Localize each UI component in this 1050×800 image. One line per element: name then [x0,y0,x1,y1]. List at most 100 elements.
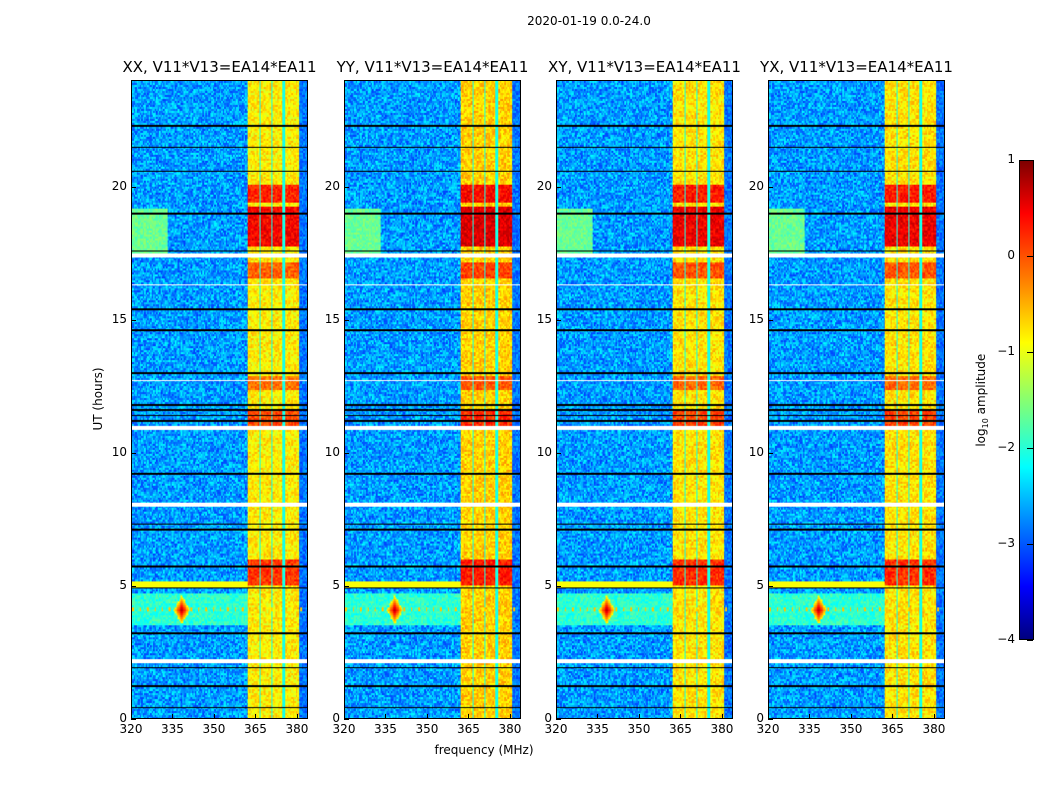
y-tick-mark [768,585,773,587]
y-tick-label: 0 [544,711,552,725]
y-tick-label: 20 [111,178,127,193]
x-tick-label: 365 [669,722,692,736]
y-tick-label: 5 [332,577,340,592]
x-tick-mark [131,714,132,719]
panel-title: XX, V11*V13=EA14*EA11 [122,58,317,76]
y-tick-mark [556,719,561,720]
y-tick-label: 5 [544,577,552,592]
x-tick-label: 350 [627,722,651,736]
y-tick-mark [768,319,773,321]
x-tick-label: 320 [332,722,356,736]
y-tick-label: 10 [324,444,340,459]
x-tick-mark [933,714,935,719]
x-tick-label: 365 [244,722,267,736]
y-tick-mark [131,186,136,188]
spectrogram-panel [131,80,308,719]
y-tick-mark [556,186,561,188]
colorbar-tick-mark [1027,352,1033,353]
colorbar-tick-mark [1027,640,1033,641]
x-tick-label: 350 [839,722,863,736]
spectrogram-panel [344,80,521,719]
y-tick-label: 20 [536,178,552,193]
y-tick-mark [344,719,349,720]
x-tick-mark [680,714,682,719]
x-tick-mark [850,714,852,719]
panel-title: YX, V11*V13=EA14*EA11 [760,58,953,76]
spectrogram-heatmap [557,81,732,718]
y-tick-label: 0 [332,711,340,725]
x-tick-label: 320 [756,722,780,736]
x-tick-label: 350 [415,722,439,736]
x-tick-mark [426,714,428,719]
y-tick-label: 0 [119,711,127,725]
figure-title: 2020-01-19 0.0-24.0 [527,14,651,28]
colorbar-tick-label: −1 [997,344,1015,358]
x-tick-label: 380 [498,722,522,736]
colorbar-tick-label: −3 [997,536,1015,550]
colorbar-tick-label: 0 [1007,248,1015,262]
y-tick-mark [556,452,561,454]
y-tick-label: 10 [536,444,552,459]
y-tick-label: 15 [748,311,764,326]
colorbar-tick-mark [1027,160,1033,161]
x-tick-mark [385,714,387,719]
y-tick-label: 15 [324,311,340,326]
y-tick-mark [556,319,561,321]
x-tick-label: 335 [798,722,821,736]
y-tick-mark [344,186,349,188]
colorbar-label-sub: 10 [981,418,991,429]
x-tick-label: 365 [457,722,480,736]
spectrogram-panel [556,80,733,719]
y-tick-label: 5 [119,577,127,592]
x-tick-label: 335 [161,722,184,736]
x-tick-mark [597,714,599,719]
y-tick-mark [768,186,773,188]
spectrogram-panel [768,80,945,719]
panel-title: YY, V11*V13=EA14*EA11 [336,58,529,76]
x-tick-label: 380 [922,722,946,736]
y-axis-label: UT (hours) [91,367,105,431]
y-tick-label: 5 [756,577,764,592]
y-tick-mark [131,452,136,454]
colorbar-tick-mark [1027,256,1033,257]
x-tick-label: 365 [881,722,904,736]
x-tick-label: 350 [202,722,226,736]
y-tick-label: 10 [748,444,764,459]
x-tick-mark [892,714,894,719]
x-tick-mark [809,714,811,719]
x-tick-mark [255,714,257,719]
x-tick-label: 380 [285,722,309,736]
colorbar-tick-label: −4 [997,632,1015,646]
y-tick-label: 20 [748,178,764,193]
colorbar [1019,160,1034,640]
x-tick-label: 320 [119,722,143,736]
colorbar-tick-label: 1 [1007,152,1015,166]
colorbar-label-rest: amplitude [973,353,988,419]
y-tick-mark [768,719,773,720]
y-tick-mark [131,319,136,321]
colorbar-tick-mark [1027,544,1033,545]
y-tick-label: 15 [536,311,552,326]
y-tick-mark [768,452,773,454]
panel-title: XY, V11*V13=EA14*EA11 [548,58,741,76]
x-tick-mark [638,714,640,719]
y-tick-label: 0 [756,711,764,725]
x-tick-mark [296,714,298,719]
spectrogram-heatmap [132,81,307,718]
x-tick-mark [213,714,215,719]
x-tick-mark [172,714,174,719]
x-tick-mark [468,714,470,719]
colorbar-tick-mark [1027,448,1033,449]
x-tick-mark [344,714,345,719]
y-tick-mark [131,719,136,720]
y-tick-label: 20 [324,178,340,193]
y-tick-label: 10 [111,444,127,459]
x-tick-mark [768,714,769,719]
x-tick-label: 335 [374,722,397,736]
spectrogram-heatmap [769,81,944,718]
x-tick-mark [721,714,723,719]
y-tick-mark [556,585,561,587]
x-tick-label: 335 [586,722,609,736]
y-tick-label: 15 [111,311,127,326]
spectrogram-heatmap [345,81,520,718]
